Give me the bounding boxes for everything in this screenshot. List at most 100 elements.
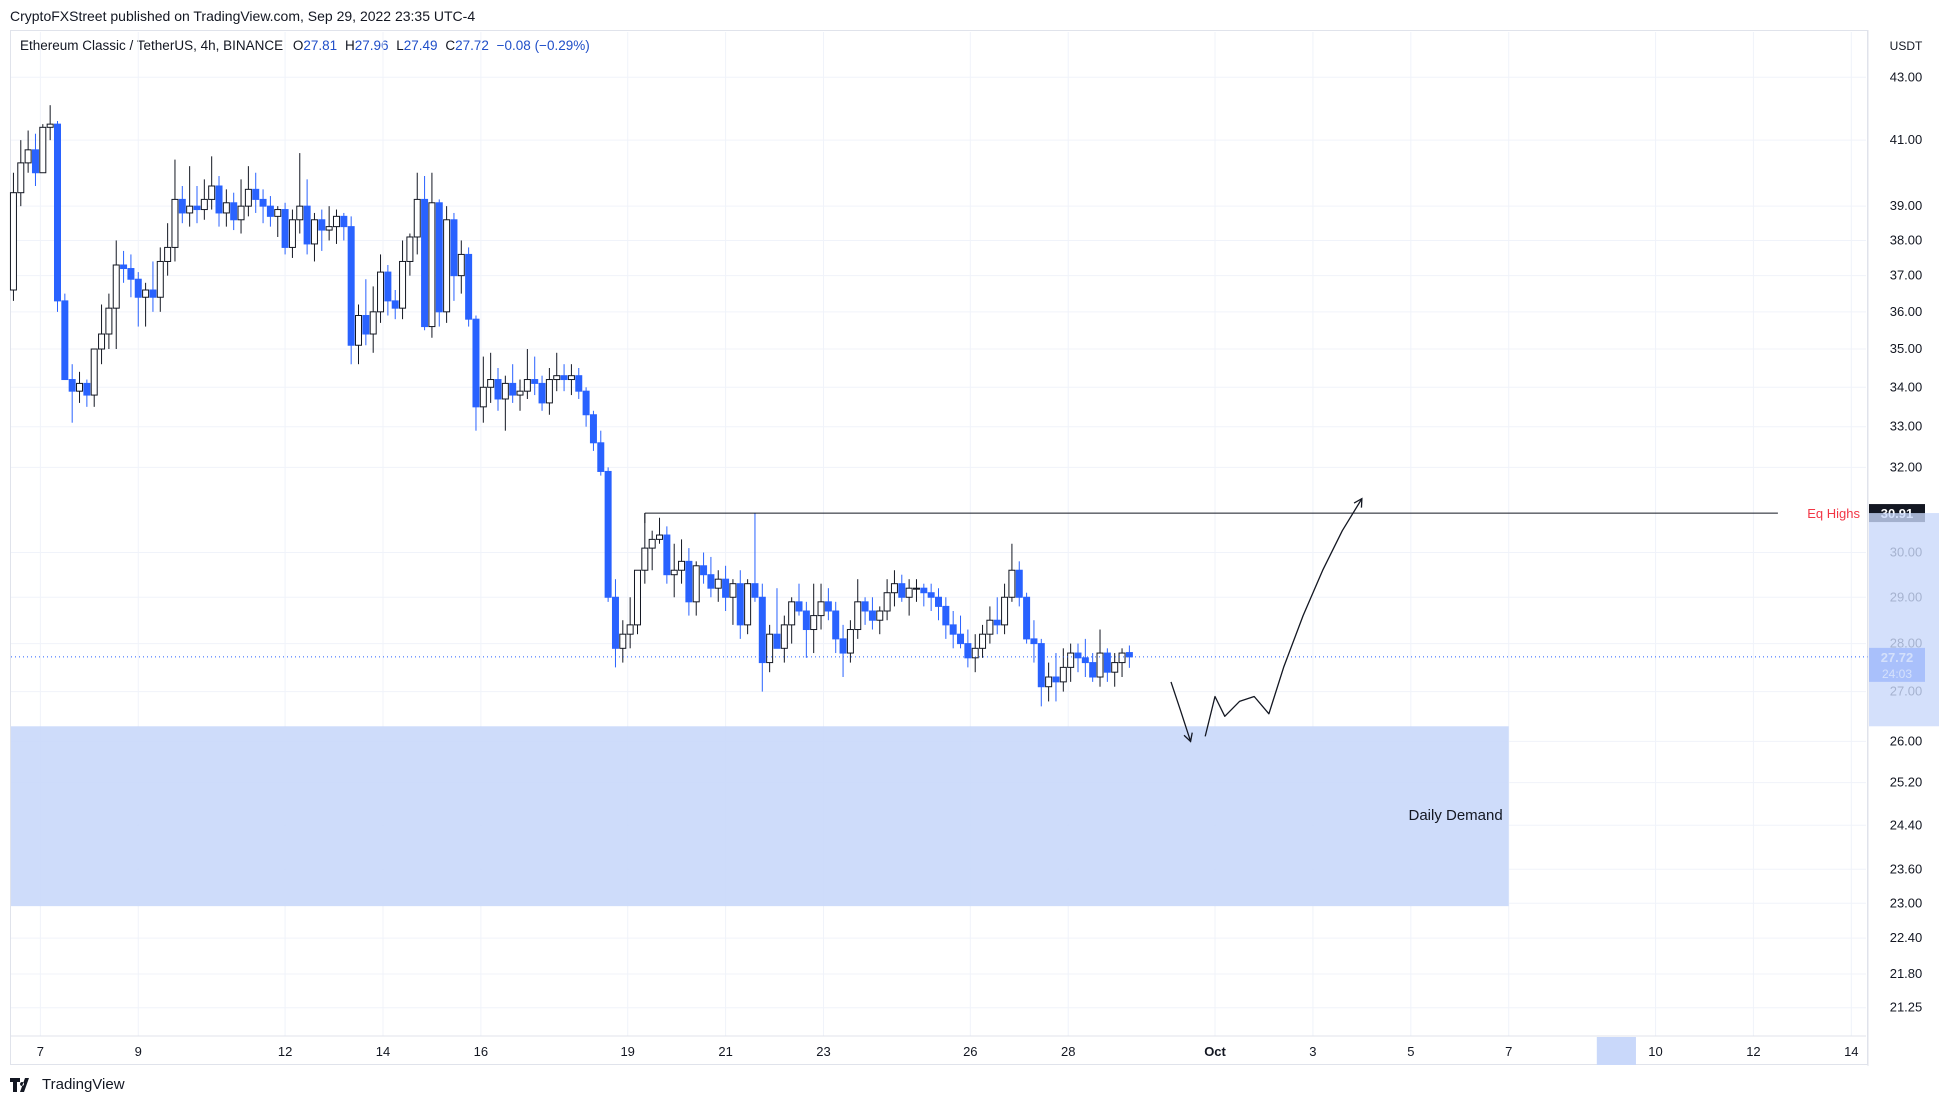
time-tick-label: 5 (1407, 1044, 1414, 1059)
candle-body (736, 583, 744, 626)
time-tick-label: 7 (37, 1044, 44, 1059)
candle-body (1037, 643, 1045, 688)
candle-body (1015, 569, 1023, 598)
candle-body (421, 198, 429, 328)
candle-body (993, 619, 1001, 626)
candle-body (120, 264, 128, 270)
candle-body (648, 538, 656, 549)
low-value: 27.49 (403, 38, 438, 53)
candle-body (193, 205, 201, 211)
price-tick-label: 36.00 (1890, 304, 1923, 319)
candle-body (1030, 638, 1038, 645)
high-value: 27.96 (354, 38, 389, 53)
candle-body (920, 587, 928, 594)
candle-body (1052, 676, 1060, 683)
forecast-down-path (1170, 681, 1192, 742)
candle-body (553, 375, 561, 381)
price-tick-label: 34.00 (1890, 379, 1923, 394)
price-tick-label: 23.60 (1890, 861, 1923, 876)
candle-body (868, 610, 876, 621)
candle-body (751, 583, 759, 598)
candle-body (1001, 596, 1009, 626)
price-tick-label: 21.25 (1890, 1000, 1923, 1015)
candle-body (303, 205, 311, 245)
candle-body (186, 205, 194, 214)
time-tick-label: 7 (1505, 1044, 1512, 1059)
candle-body (905, 587, 913, 598)
candle-body (362, 314, 370, 335)
candle-body (53, 123, 61, 302)
candle-body (112, 264, 120, 309)
candle-body (567, 375, 575, 381)
time-tick-label: 12 (1746, 1044, 1760, 1059)
candle-body (1125, 652, 1133, 658)
open-value: 27.81 (303, 38, 338, 53)
demand-zone-label: Daily Demand (1408, 807, 1502, 824)
price-tick-label: 33.00 (1890, 419, 1923, 434)
candle-body (597, 442, 605, 472)
candle-body (758, 596, 766, 664)
candle-body (501, 382, 509, 400)
candle-body (310, 219, 318, 245)
time-tick-label: 19 (620, 1044, 634, 1059)
candle-body (810, 615, 818, 631)
price-tick-label: 38.00 (1890, 232, 1923, 247)
candle-body (1118, 652, 1126, 664)
candle-body (604, 470, 612, 598)
candle-body (24, 149, 32, 164)
candle-body (685, 560, 693, 603)
candle-body (1023, 596, 1031, 640)
candle-body (435, 202, 443, 313)
candle-body (31, 149, 39, 174)
time-tick-label: Oct (1204, 1044, 1226, 1059)
candle-body (692, 565, 700, 603)
time-tick-label: 12 (278, 1044, 292, 1059)
candle-body (832, 610, 840, 640)
candle-body (949, 624, 957, 635)
candle-body (802, 610, 810, 631)
candle-body (545, 379, 553, 404)
candle-body (678, 560, 686, 571)
candle-body (619, 633, 627, 649)
candle-body (626, 624, 634, 635)
candle-body (979, 633, 987, 649)
candles-group (9, 105, 1133, 707)
candle-body (744, 583, 752, 626)
publisher-line: CryptoFXStreet published on TradingView.… (10, 8, 476, 24)
candle-body (516, 390, 524, 396)
candle-body (98, 333, 106, 350)
change-value: −0.08 (−0.29%) (496, 38, 590, 53)
time-tick-label: 10 (1648, 1044, 1662, 1059)
candle-body (707, 574, 715, 589)
demand-zone-rect (11, 726, 1509, 907)
price-tick-label: 39.00 (1890, 198, 1923, 213)
candle-body (971, 647, 979, 659)
time-axis: 7 9 12 14 16 19 21 23 26 28 Oct 3 5 7 10 12 14 (10, 1035, 1866, 1065)
tradingview-brand[interactable]: TradingView (42, 1076, 125, 1093)
candle-body (633, 569, 641, 626)
candle-body (780, 624, 788, 649)
candle-body (384, 271, 392, 302)
candle-body (538, 382, 546, 404)
candle-body (531, 379, 539, 384)
symbol-label[interactable]: Ethereum Classic / TetherUS, 4h, BINANCE (20, 38, 284, 53)
price-tick-label: 25.20 (1890, 775, 1923, 790)
candle-body (127, 268, 135, 280)
candle-body (450, 219, 458, 277)
price-tick-label: 22.40 (1890, 930, 1923, 945)
candle-body (641, 547, 649, 571)
price-tick-label: 24.40 (1890, 817, 1923, 832)
candle-body (428, 202, 436, 328)
time-tick-label: 21 (718, 1044, 732, 1059)
candle-body (465, 253, 473, 320)
forecast-up-path (1204, 498, 1363, 737)
time-tick-label: 16 (474, 1044, 488, 1059)
eq-highs-label: Eq Highs (1807, 506, 1860, 521)
time-tick-label: 23 (816, 1044, 830, 1059)
open-label: O (292, 38, 304, 53)
low-label: L (396, 38, 404, 53)
candle-body (391, 300, 399, 309)
price-tick-label: 21.80 (1890, 966, 1923, 981)
candle-body (237, 205, 245, 221)
